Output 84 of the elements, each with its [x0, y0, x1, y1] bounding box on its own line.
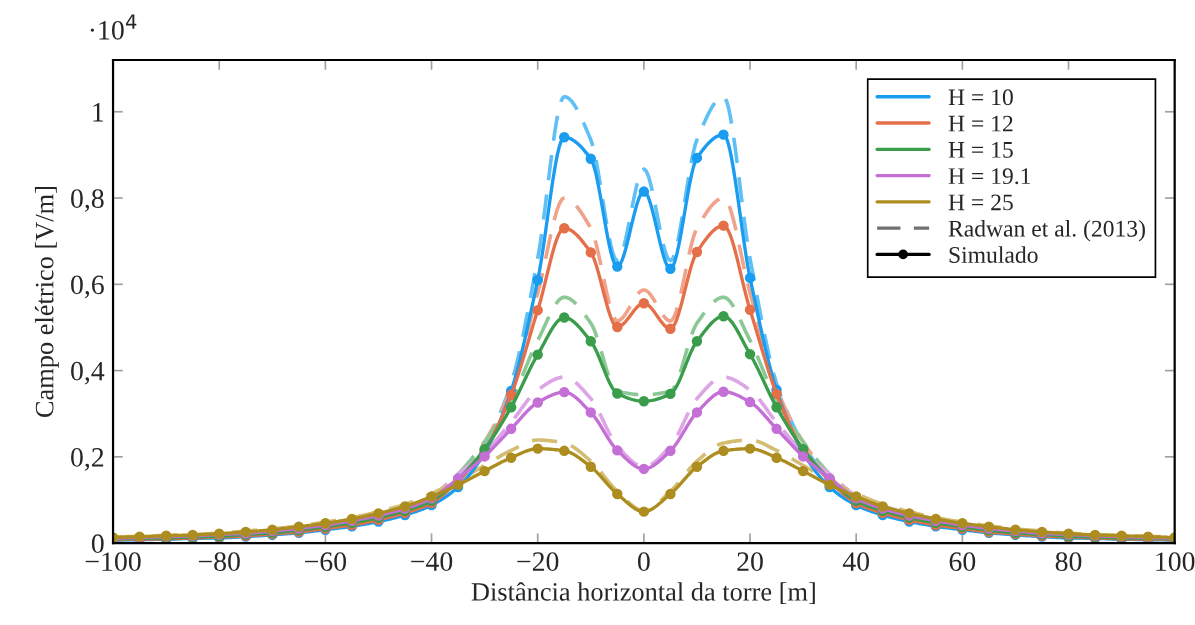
point	[691, 461, 703, 472]
point	[744, 272, 756, 284]
x-axis-title: Distância horizontal da torre [m]	[471, 582, 815, 605]
point	[585, 153, 596, 164]
point	[744, 348, 756, 360]
point	[665, 488, 676, 500]
point	[505, 452, 517, 463]
legend-label: H = 12	[948, 115, 1013, 132]
point	[559, 386, 570, 398]
point	[585, 247, 596, 258]
legend-label: H = 15	[948, 141, 1013, 158]
point	[505, 389, 517, 400]
point	[612, 488, 623, 500]
point	[691, 246, 703, 258]
point	[718, 129, 729, 140]
point	[559, 223, 570, 234]
x-tick-label: −60	[305, 552, 347, 572]
point	[505, 423, 517, 435]
point	[691, 336, 703, 347]
x-tick-label: 40	[842, 552, 870, 572]
point	[638, 186, 650, 197]
point	[638, 298, 650, 309]
point	[718, 445, 729, 457]
point	[744, 304, 756, 315]
legend-label: Simulado	[949, 246, 1038, 263]
point	[638, 395, 650, 407]
point	[532, 397, 543, 408]
point	[771, 388, 782, 400]
x-tick-label: 60	[949, 552, 976, 572]
y-tick-label: 0,6	[71, 275, 104, 299]
point	[665, 323, 676, 334]
point	[612, 445, 623, 456]
x-tick-label: −20	[517, 552, 559, 572]
point	[505, 402, 517, 413]
point	[718, 220, 729, 231]
point	[559, 445, 570, 457]
point	[612, 388, 623, 399]
point	[479, 465, 490, 477]
point	[585, 336, 596, 347]
point	[585, 407, 596, 418]
legend-label: H = 10	[948, 89, 1013, 106]
point	[718, 311, 729, 322]
y-tick-label: 1	[93, 103, 104, 122]
point	[559, 132, 570, 143]
y-axis-title: Campo elétrico [V/m]	[34, 187, 59, 417]
point	[771, 452, 782, 463]
text: ·10$^{4}$	[90, 14, 137, 40]
point	[771, 402, 782, 413]
y-tick-label: 0	[91, 534, 104, 554]
point	[532, 349, 543, 360]
x-tick-label: −80	[198, 552, 240, 572]
point	[532, 274, 543, 286]
y-tick-label: 0,2	[71, 448, 104, 471]
point	[744, 443, 756, 454]
point	[479, 451, 490, 462]
point	[665, 388, 676, 400]
point	[559, 312, 570, 323]
x-tick-label: −100	[85, 552, 141, 572]
point	[718, 386, 729, 397]
point	[638, 506, 650, 517]
x-tick-label: 100	[1156, 552, 1195, 572]
point	[585, 461, 596, 472]
x-tick-label: −40	[411, 552, 453, 572]
point	[797, 465, 809, 477]
legend-label: H = 19.1	[948, 168, 1031, 185]
y-tick-label: 0,4	[71, 361, 105, 385]
point	[532, 443, 543, 454]
point	[532, 304, 543, 316]
x-tick-label: 20	[737, 552, 763, 572]
point	[665, 263, 676, 274]
point	[691, 152, 703, 164]
point	[612, 261, 623, 272]
x-tick-label: 0	[637, 552, 650, 572]
point	[744, 396, 756, 408]
point	[612, 321, 623, 333]
point	[665, 445, 676, 457]
point	[691, 407, 703, 418]
x-tick-label: 80	[1055, 552, 1082, 572]
y-tick-label: 0,8	[71, 189, 104, 212]
point	[771, 423, 782, 435]
legend-label: Radwan et al. (2013)	[948, 220, 1145, 242]
point	[797, 451, 809, 462]
legend-label: H = 25	[948, 194, 1013, 211]
point	[638, 463, 650, 475]
